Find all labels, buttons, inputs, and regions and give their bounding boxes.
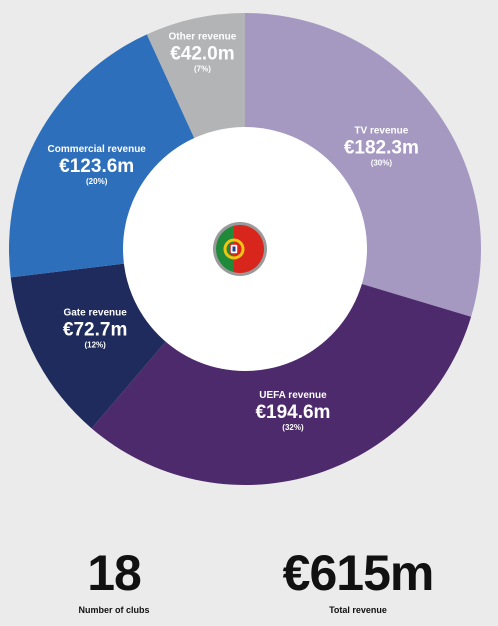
slice-name-label: Other revenue (169, 32, 237, 43)
donut-svg: TV revenue€182.3m(30%) UEFA revenue€194.6… (8, 13, 481, 486)
slice-label-group: TV revenue€182.3m(30%) (344, 125, 419, 167)
clubs-count: 18 (87, 545, 142, 601)
slice-name-label: Gate revenue (63, 307, 127, 318)
slice-percent-label: (7%) (194, 65, 211, 74)
clubs-stat: 18 Number of clubs (44, 545, 184, 615)
slice-value-label: €123.6m (59, 156, 134, 177)
slice-percent-label: (32%) (282, 423, 304, 432)
slice-value-label: €182.3m (344, 137, 419, 158)
slice-label-group: UEFA revenue€194.6m(32%) (255, 390, 330, 432)
slice-percent-label: (20%) (86, 177, 108, 186)
total-revenue-label: Total revenue (329, 605, 387, 615)
portugal-flag-icon (213, 222, 267, 276)
revenue-stat: €615m Total revenue (248, 545, 468, 615)
slice-labels-layer: TV revenue€182.3m(30%) UEFA revenue€194.6… (47, 32, 418, 433)
slice-uefa-revenue (91, 249, 472, 486)
revenue-donut-chart: TV revenue €182.3m (30%) UEFA revenue €194.6… (8, 13, 481, 486)
slice-name-label: UEFA revenue (259, 390, 327, 401)
slice-label-group: Other revenue€42.0m(7%) (169, 32, 237, 74)
slice-name-label: Commercial revenue (47, 144, 146, 155)
clubs-label: Number of clubs (78, 605, 150, 615)
slice-label-group: Commercial revenue€123.6m(20%) (47, 144, 146, 186)
slice-value-label: €194.6m (255, 402, 330, 423)
total-revenue-value: €615m (282, 545, 435, 601)
slice-percent-label: (30%) (371, 158, 393, 167)
slice-label-group: Gate revenue€72.7m(12%) (63, 307, 127, 349)
slice-percent-label: (12%) (84, 340, 106, 349)
slice-value-label: €42.0m (170, 44, 234, 65)
slice-name-label: TV revenue (354, 125, 408, 136)
slice-value-label: €72.7m (63, 319, 127, 340)
